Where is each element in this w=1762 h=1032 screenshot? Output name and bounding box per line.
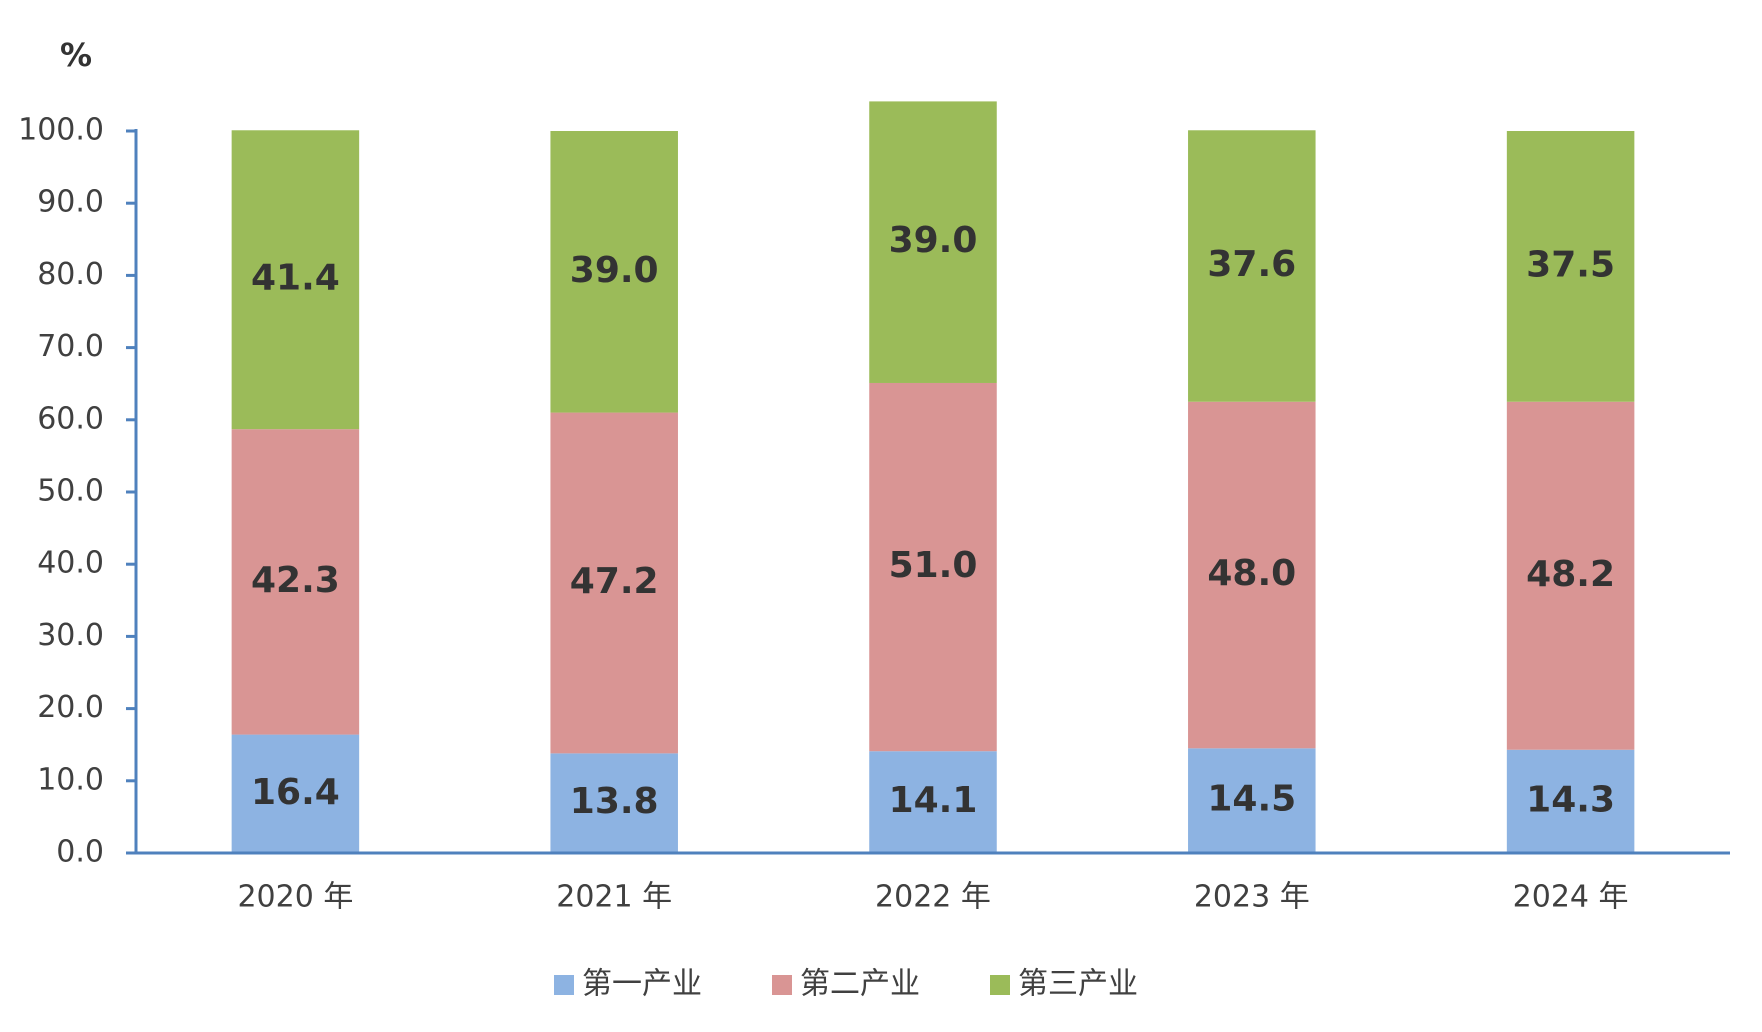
y-axis-label: % [60, 36, 92, 74]
y-tick-label: 20.0 [37, 690, 104, 725]
value-label: 47.2 [570, 561, 659, 602]
bar-segment [869, 751, 997, 853]
y-tick-label: 30.0 [37, 618, 104, 653]
bar-segment [550, 131, 678, 413]
bar-segment [1188, 130, 1316, 402]
x-tick-label: 2020 年 [237, 880, 353, 915]
value-label: 37.6 [1207, 244, 1296, 285]
legend-swatch [554, 975, 574, 995]
y-tick-label: 50.0 [37, 474, 104, 509]
legend-label: 第二产业 [800, 967, 920, 1002]
value-label: 39.0 [889, 220, 978, 261]
value-label: 48.2 [1526, 554, 1615, 595]
y-tick-label: 80.0 [37, 257, 104, 292]
y-tick-label: 60.0 [37, 401, 104, 436]
bar-segment [550, 412, 678, 754]
y-tick-label: 90.0 [37, 185, 104, 220]
y-tick-label: 40.0 [37, 546, 104, 581]
x-tick-label: 2022 年 [875, 880, 991, 915]
bar-segment [231, 130, 360, 430]
x-tick-label: 2023 年 [1194, 880, 1310, 915]
y-tick-label: 0.0 [56, 835, 104, 870]
value-label: 14.5 [1207, 779, 1296, 820]
y-tick-label: 10.0 [37, 762, 104, 797]
x-tick-label: 2021 年 [556, 880, 672, 915]
value-label: 48.0 [1207, 553, 1296, 594]
value-label: 51.0 [889, 545, 978, 586]
value-label: 14.1 [889, 780, 978, 821]
value-label: 42.3 [251, 560, 340, 601]
value-label: 16.4 [251, 772, 340, 813]
value-label: 37.5 [1526, 244, 1615, 285]
bar-segment [1188, 748, 1316, 853]
value-label: 41.4 [251, 258, 340, 299]
legend-swatch [990, 975, 1010, 995]
y-tick-label: 100.0 [18, 113, 104, 148]
y-tick-label: 70.0 [37, 329, 104, 364]
bar-segment [869, 382, 997, 752]
value-label: 39.0 [570, 250, 659, 291]
bar-segment [550, 753, 678, 853]
bar-segment [1506, 401, 1635, 750]
bar-segment [231, 429, 360, 735]
legend-label: 第三产业 [1018, 967, 1138, 1002]
x-tick-label: 2024 年 [1513, 880, 1629, 915]
value-label: 14.3 [1526, 779, 1615, 820]
bar-segment [869, 101, 997, 383]
legend-swatch [772, 975, 792, 995]
bar-segment [1506, 131, 1635, 402]
value-label: 13.8 [570, 781, 659, 822]
legend-label: 第一产业 [582, 967, 702, 1002]
bar-segment [1506, 749, 1635, 853]
bar-segment [231, 734, 360, 853]
bar-segment [1188, 401, 1316, 749]
